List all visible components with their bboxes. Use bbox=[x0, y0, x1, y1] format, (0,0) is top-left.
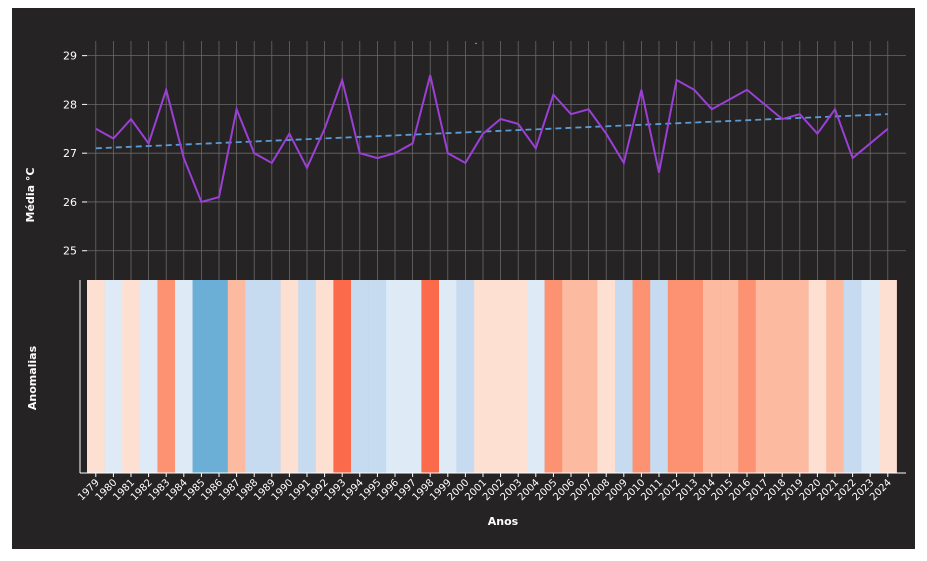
y-tick-label: 27 bbox=[63, 147, 77, 160]
stripe bbox=[791, 280, 809, 473]
stripe bbox=[210, 280, 229, 473]
stripe bbox=[738, 280, 757, 473]
x-axis-label: Anos bbox=[488, 515, 519, 528]
stripes-label: Anomalias bbox=[26, 345, 39, 410]
stripe bbox=[368, 280, 387, 473]
trend-line bbox=[95, 113, 888, 150]
stripe bbox=[720, 280, 739, 473]
y-tick-label: 29 bbox=[63, 50, 77, 63]
stripe bbox=[192, 280, 211, 473]
stripe bbox=[439, 280, 457, 473]
data-line bbox=[95, 74, 889, 204]
stripe bbox=[879, 280, 897, 473]
stripe bbox=[280, 280, 299, 473]
stripe bbox=[755, 280, 774, 473]
stripe bbox=[122, 280, 141, 473]
stripe bbox=[386, 280, 405, 473]
stripe bbox=[403, 280, 422, 473]
chart-title: . bbox=[475, 37, 478, 47]
stripe bbox=[615, 280, 633, 473]
stripe bbox=[263, 280, 281, 473]
stripe bbox=[703, 280, 721, 473]
y-tick-label: 28 bbox=[63, 98, 77, 111]
stripe bbox=[650, 280, 669, 473]
stripe bbox=[544, 280, 563, 473]
stripe bbox=[104, 280, 123, 473]
stripe bbox=[632, 280, 651, 473]
stripe bbox=[298, 280, 317, 473]
stripe bbox=[491, 280, 510, 473]
stripe bbox=[562, 280, 581, 473]
stripe bbox=[773, 280, 792, 473]
stripe bbox=[351, 280, 369, 473]
y-tick-label: 25 bbox=[63, 245, 77, 258]
stripe bbox=[527, 280, 545, 473]
stripe bbox=[474, 280, 493, 473]
stripe bbox=[157, 280, 176, 473]
stripe bbox=[685, 280, 704, 473]
stripe bbox=[826, 280, 845, 473]
stripe bbox=[597, 280, 616, 473]
stripe bbox=[808, 280, 827, 473]
stripe bbox=[333, 280, 352, 473]
stripe bbox=[421, 280, 440, 473]
stripe bbox=[509, 280, 528, 473]
stripe bbox=[579, 280, 598, 473]
stripe bbox=[843, 280, 862, 473]
stripe bbox=[175, 280, 193, 473]
stripe bbox=[87, 280, 105, 473]
stripe bbox=[315, 280, 334, 473]
stripe bbox=[245, 280, 264, 473]
stripe bbox=[139, 280, 158, 473]
y-tick-label: 26 bbox=[63, 196, 77, 209]
stripe bbox=[227, 280, 246, 473]
y-axis-label: Média °C bbox=[24, 168, 37, 223]
stripe bbox=[456, 280, 475, 473]
stripe bbox=[861, 280, 880, 473]
stripe bbox=[667, 280, 686, 473]
